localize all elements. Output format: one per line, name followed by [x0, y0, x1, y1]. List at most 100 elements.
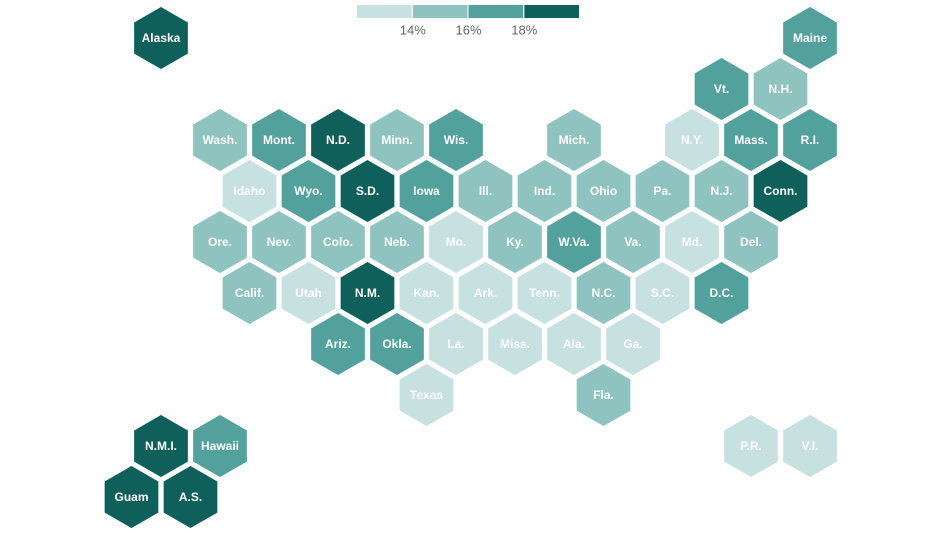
- tile-label: Conn.: [764, 184, 798, 198]
- hex-tile: [544, 106, 604, 174]
- hex-tile: [515, 157, 574, 225]
- hex-tile: [780, 412, 840, 480]
- tile-label: Mont.: [263, 133, 295, 147]
- legend-swatch: [524, 5, 579, 18]
- hex-tile: [692, 259, 751, 327]
- hex-tile: [692, 55, 751, 123]
- tile-label: Guam: [114, 490, 148, 504]
- tile-label: Alaska: [142, 31, 181, 45]
- tile-label: N.M.: [355, 286, 380, 300]
- hex-tile: [692, 157, 751, 225]
- tile-label: Miss.: [500, 337, 530, 351]
- hex-tile: [131, 412, 191, 480]
- hex-tile: [515, 259, 574, 327]
- tile-label: Wyo.: [294, 184, 322, 198]
- tile-label: Kan.: [413, 286, 439, 300]
- tile-label: Md.: [682, 235, 703, 249]
- tile-label: D.C.: [710, 286, 734, 300]
- tile-label: N.Y.: [681, 133, 703, 147]
- tile-label: Tenn.: [529, 286, 560, 300]
- hex-tile: [308, 310, 368, 378]
- hex-tile: [397, 157, 456, 225]
- hex-tile: [190, 106, 250, 174]
- tile-label: Maine: [793, 31, 827, 45]
- hex-tile: [780, 106, 840, 174]
- hex-tile: [721, 106, 781, 174]
- hex-tile: [397, 361, 456, 429]
- tile-label: Ariz.: [325, 337, 351, 351]
- tile-label: Okla.: [382, 337, 411, 351]
- tile-label: Nev.: [267, 235, 291, 249]
- tile-label: Iowa: [413, 184, 440, 198]
- hex-tile: [456, 259, 515, 327]
- legend-swatch: [357, 5, 412, 18]
- tile-label: P.R.: [740, 439, 762, 453]
- tile-label: Va.: [624, 235, 641, 249]
- hex-tile: [249, 208, 309, 276]
- hex-tile: [721, 208, 781, 276]
- tile-label: Neb.: [384, 235, 410, 249]
- tile-label: La.: [447, 337, 464, 351]
- tile-label: Idaho: [234, 184, 266, 198]
- tile-label: N.H.: [769, 82, 793, 96]
- tick-label: 18%: [511, 22, 537, 37]
- tile-label: Fla.: [593, 388, 614, 402]
- hex-tile: [308, 106, 368, 174]
- tile-label: Wash.: [203, 133, 238, 147]
- hex-tile: [367, 208, 427, 276]
- hex-tile: [397, 259, 456, 327]
- tile-label: Vt.: [714, 82, 729, 96]
- tile-label: Ala.: [563, 337, 585, 351]
- hex-tile: [367, 106, 427, 174]
- tile-label: N.J.: [710, 184, 732, 198]
- hex-tile: [574, 157, 633, 225]
- tile-label: Ind.: [534, 184, 555, 198]
- legend-swatch: [468, 5, 524, 18]
- tile-label: Ohio: [590, 184, 617, 198]
- tile-label: W.Va.: [558, 235, 589, 249]
- hex-tile: [485, 310, 545, 378]
- hex-tile: [751, 55, 810, 123]
- tile-label: Mass.: [734, 133, 767, 147]
- hex-tile: [279, 259, 338, 327]
- tile-label: Ill.: [479, 184, 492, 198]
- tile-label: Ky.: [506, 235, 524, 249]
- hex-tile: [603, 310, 663, 378]
- tile-label: Calif.: [235, 286, 264, 300]
- tile-label: Hawaii: [201, 439, 239, 453]
- hex-tile: [485, 208, 545, 276]
- tile-label: Texas: [410, 388, 443, 402]
- tile-label: Ore.: [208, 235, 232, 249]
- tile-label: S.D.: [356, 184, 379, 198]
- hex-tile: [161, 463, 220, 531]
- hex-tile: [574, 361, 633, 429]
- legend-swatch: [412, 5, 468, 18]
- hex-tile: [721, 412, 781, 480]
- tile-label: Minn.: [381, 133, 412, 147]
- tile-label: Utah: [295, 286, 322, 300]
- hex-tile: [751, 157, 810, 225]
- tile-label: Mo.: [446, 235, 467, 249]
- tick-label: 16%: [455, 22, 481, 37]
- tile-label: N.D.: [326, 133, 350, 147]
- tile-label: V.I.: [802, 439, 819, 453]
- tile-label: Ga.: [623, 337, 642, 351]
- hex-tile: [662, 208, 722, 276]
- tick-label: 14%: [400, 22, 426, 37]
- tile-label: N.C.: [592, 286, 616, 300]
- hex-tile: [662, 106, 722, 174]
- hex-tile: [102, 463, 161, 531]
- tile-label: R.I.: [801, 133, 820, 147]
- tile-label: Colo.: [323, 235, 353, 249]
- hex-tile: [338, 259, 397, 327]
- hex-tile: [279, 157, 338, 225]
- hex-tile: [131, 4, 191, 72]
- tile-label: Ark.: [474, 286, 497, 300]
- hex-tile: [603, 208, 663, 276]
- hex-tile: [249, 106, 309, 174]
- hex-tile: [544, 310, 604, 378]
- tile-label: N.M.I.: [145, 439, 177, 453]
- hex-tile: [426, 106, 486, 174]
- hex-tile: [367, 310, 427, 378]
